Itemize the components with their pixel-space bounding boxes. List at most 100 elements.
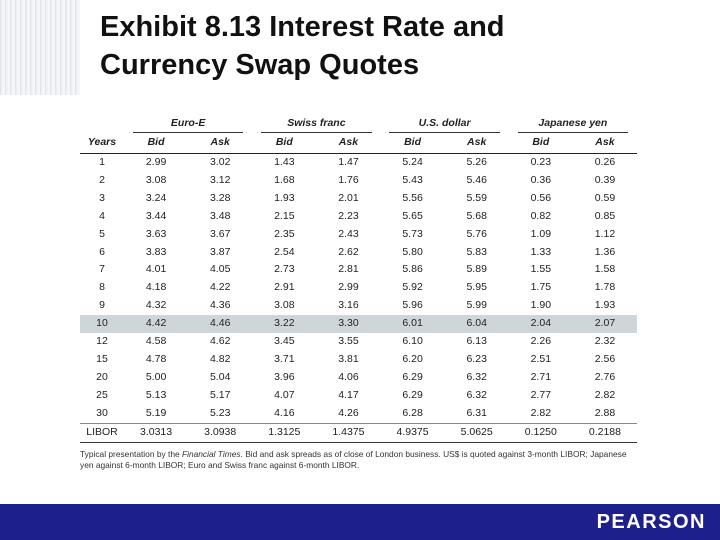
ask-header: Ask: [444, 133, 509, 154]
table-cell: 5.65: [402, 209, 423, 222]
table-row: 6 3.83 3.87 2.54 2.62 5.80 5.83 1.33 1.36: [80, 244, 637, 262]
table-cell: 6.29: [402, 370, 423, 383]
table-cell: 2.88: [594, 406, 616, 419]
row-label: 8: [99, 281, 105, 294]
table-cell: 3.24: [145, 191, 167, 204]
table-cell: 3.0313: [124, 422, 189, 443]
table-cell: 1.68: [274, 173, 295, 186]
row-label: 7: [99, 263, 105, 276]
table-cell: 1.12: [594, 227, 616, 240]
table-cell: 0.23: [530, 156, 552, 168]
table-cell: 1.4375: [316, 422, 381, 443]
table-cell: 1.75: [530, 281, 552, 294]
table-cell: 5.80: [402, 245, 423, 258]
table-cell: 1.43: [274, 156, 295, 168]
ask-header: Ask: [316, 133, 381, 154]
source-name: Financial Times: [181, 449, 241, 459]
row-label: 1: [99, 156, 105, 168]
group-header-euro: Euro-E: [124, 115, 252, 133]
table-cell: 4.26: [338, 406, 359, 419]
table-cell: 2.43: [338, 227, 359, 240]
table-cell: 5.26: [466, 156, 487, 168]
table-cell: 0.85: [594, 209, 616, 222]
table-cell: 0.36: [530, 173, 552, 186]
table-cell: 6.31: [466, 406, 487, 419]
table-cell: 4.36: [209, 299, 231, 312]
page-title: Exhibit 8.13 Interest Rate and Currency …: [100, 11, 505, 81]
table-cell: 3.45: [274, 335, 295, 348]
table-cell: 1.90: [530, 299, 552, 312]
table-cell: 2.62: [338, 245, 359, 258]
row-label: 20: [96, 370, 108, 383]
table-row: 4 3.44 3.48 2.15 2.23 5.65 5.68 0.82 0.85: [80, 208, 637, 226]
table-cell: 1.78: [594, 281, 616, 294]
table-cell: 5.68: [466, 209, 487, 222]
table-cell: 3.83: [145, 245, 167, 258]
table-cell: 1.55: [530, 263, 552, 276]
table-cell: 6.13: [466, 335, 487, 348]
table-cell: 6.01: [380, 315, 445, 334]
row-label: LIBOR: [80, 422, 124, 443]
group-header-japanese-yen: Japanese yen: [509, 115, 637, 133]
table-row: 10 4.42 4.46 3.22 3.30 6.01 6.04 2.04 2.07: [80, 315, 637, 334]
table-cell: 3.22: [252, 315, 317, 334]
table-cell: 5.92: [402, 281, 423, 294]
table-cell: 2.56: [594, 352, 616, 365]
table-cell: 4.62: [209, 335, 231, 348]
table-cell: 1.76: [338, 173, 359, 186]
table-cell: 5.04: [209, 370, 231, 383]
table-cell: 1.33: [530, 245, 552, 258]
table-cell: 2.73: [274, 263, 295, 276]
swap-quotes-table: Euro-E Swiss franc U.S. dollar Japanese …: [80, 115, 637, 443]
ask-header: Ask: [188, 133, 253, 154]
table-cell: 2.77: [530, 388, 552, 401]
table-cell: 1.09: [530, 227, 552, 240]
group-header-swiss-franc: Swiss franc: [252, 115, 380, 133]
bid-header: Bid: [508, 133, 573, 154]
table-cell: 3.12: [209, 173, 231, 186]
table-cell: 2.51: [530, 352, 552, 365]
table-cell: 1.3125: [252, 422, 317, 443]
table-cell: 2.99: [338, 281, 359, 294]
table-cell: 0.39: [594, 173, 616, 186]
table-cell: 3.55: [338, 335, 359, 348]
table-cell: 6.04: [444, 315, 509, 334]
table-cell: 1.58: [594, 263, 616, 276]
table-row: LIBOR 3.0313 3.0938 1.3125 1.4375 4.9375 5.062…: [80, 422, 637, 443]
table-cell: 5.43: [402, 173, 423, 186]
table-row: 2 3.08 3.12 1.68 1.76 5.43 5.46 0.36 0.39: [80, 172, 637, 190]
table-cell: 1.47: [338, 156, 359, 168]
table-cell: 2.99: [145, 156, 167, 168]
table-cell: 5.89: [466, 263, 487, 276]
table-cell: 4.42: [124, 315, 189, 334]
table-cell: 1.93: [274, 191, 295, 204]
table-cell: 6.10: [402, 335, 423, 348]
table-cell: 5.19: [145, 406, 167, 419]
bid-header: Bid: [252, 133, 317, 154]
row-label: 2: [99, 173, 105, 186]
table-cell: 5.17: [209, 388, 231, 401]
footnote: Typical presentation by the Financial Ti…: [80, 449, 627, 470]
table-cell: 5.13: [145, 388, 167, 401]
table-cell: 5.00: [145, 370, 167, 383]
table-row: 12 4.58 4.62 3.45 3.55 6.10 6.13 2.26 2.32: [80, 333, 637, 351]
row-label: 25: [96, 388, 108, 401]
column-header-row: Years Bid Ask Bid Ask Bid Ask Bid Ask: [80, 133, 637, 154]
table-cell: 2.54: [274, 245, 295, 258]
table-cell: 6.20: [402, 352, 423, 365]
table-body: 1 2.99 3.02 1.43 1.47 5.24 5.26 0.23 0.26 2 3.08 3.…: [80, 154, 637, 443]
table-cell: 2.07: [572, 315, 637, 334]
table-cell: 2.15: [274, 209, 295, 222]
table-cell: 5.86: [402, 263, 423, 276]
table-cell: 3.28: [209, 191, 231, 204]
swap-quotes-table-container: Euro-E Swiss franc U.S. dollar Japanese …: [80, 115, 637, 443]
table-row: 3 3.24 3.28 1.93 2.01 5.56 5.59 0.56 0.59: [80, 190, 637, 208]
table-cell: 2.82: [594, 388, 616, 401]
bid-header: Bid: [380, 133, 445, 154]
table-cell: 2.23: [338, 209, 359, 222]
table-row: 30 5.19 5.23 4.16 4.26 6.28 6.31 2.82 2.88: [80, 405, 637, 423]
table-cell: 2.01: [338, 191, 359, 204]
row-label: 15: [96, 352, 108, 365]
table-cell: 4.78: [145, 352, 167, 365]
table-cell: 6.29: [402, 388, 423, 401]
